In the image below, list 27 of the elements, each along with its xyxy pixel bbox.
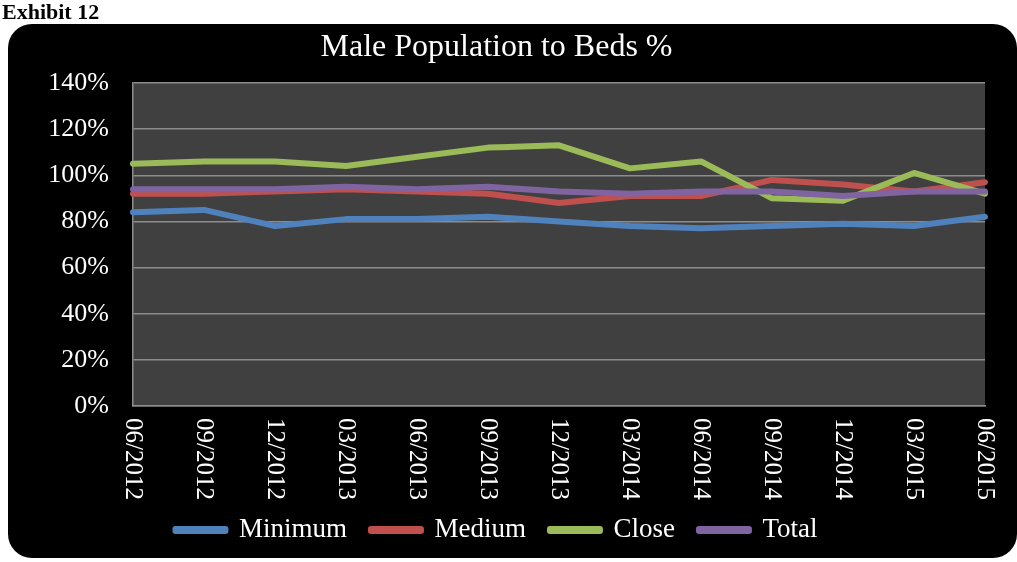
x-tick-label: 09/2013 (476, 418, 504, 500)
y-tick-label: 60% (61, 251, 109, 281)
y-tick-label: 40% (61, 297, 109, 327)
legend-label: Minimum (238, 513, 347, 544)
x-tick-label: 12/2013 (547, 418, 575, 500)
y-tick-label: 20% (61, 343, 109, 373)
x-tick-label: 09/2012 (192, 418, 220, 500)
y-tick-label: 80% (61, 205, 109, 235)
chart-title: Male Population to Beds % (320, 26, 673, 63)
y-tick-label: 140% (48, 66, 109, 96)
x-tick-label: 06/2014 (689, 418, 717, 501)
x-tick-label: 09/2014 (760, 418, 788, 501)
x-tick-label: 12/2014 (831, 418, 859, 501)
x-tick-label: 03/2013 (334, 418, 362, 500)
x-tick-label: 03/2014 (618, 418, 646, 501)
x-tick-label: 03/2015 (902, 418, 930, 500)
x-tick-label: 06/2013 (405, 418, 433, 500)
x-tick-label: 06/2012 (121, 418, 149, 500)
text: Exhibit 12 (2, 0, 100, 24)
y-tick-label: 120% (48, 112, 109, 142)
legend-label: Close (613, 513, 675, 544)
x-tick-label: 06/2015 (973, 418, 1001, 500)
y-tick-label: 0% (74, 389, 109, 419)
legend-label: Medium (434, 513, 526, 544)
legend-label: Total (762, 513, 818, 544)
x-tick-label: 12/2012 (263, 418, 291, 500)
y-tick-label: 100% (48, 159, 109, 189)
